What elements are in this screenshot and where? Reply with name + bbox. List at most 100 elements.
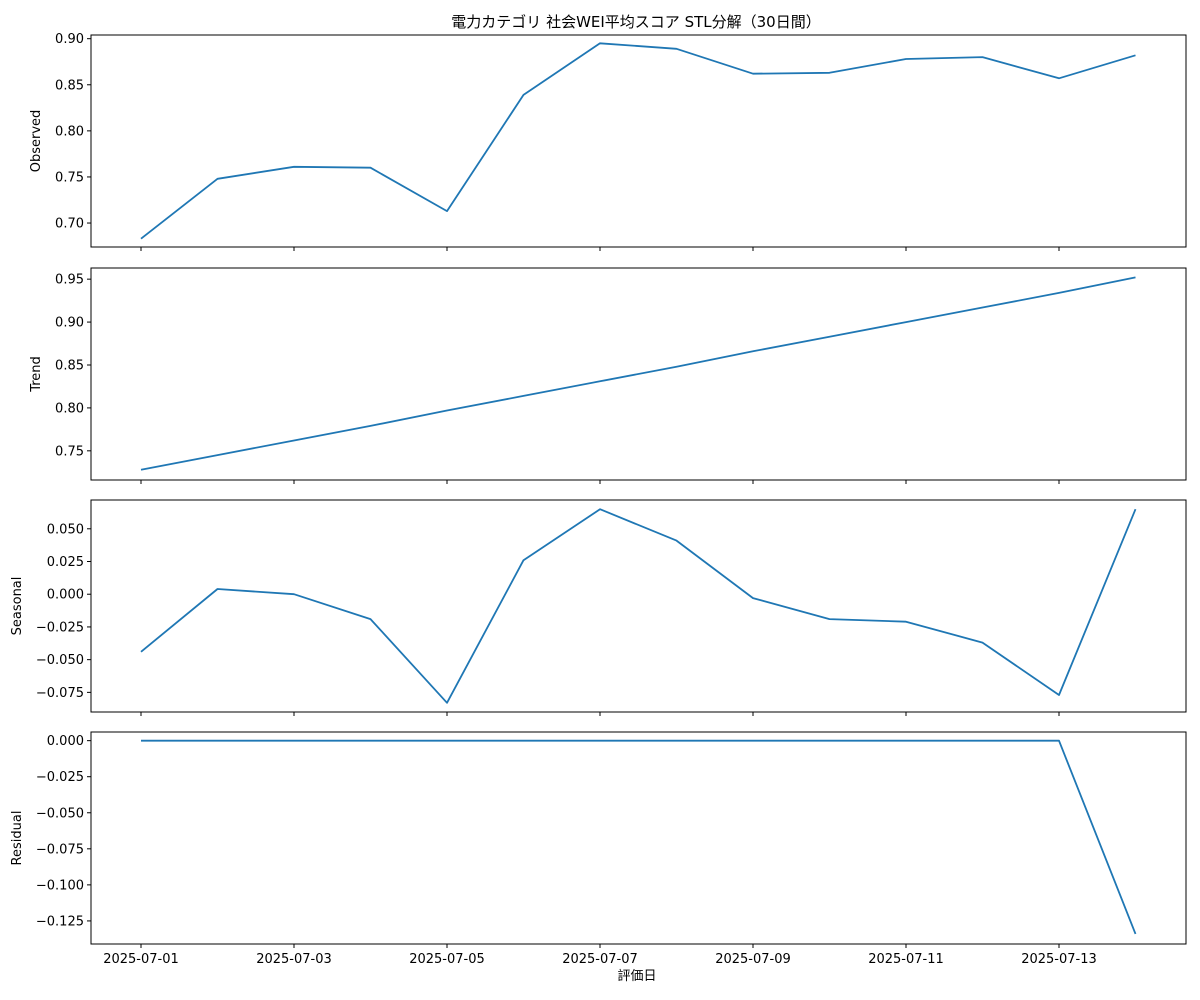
x-tick-label: 2025-07-09 (715, 952, 791, 967)
y-tick-label: 0.75 (55, 170, 84, 185)
data-point (370, 425, 372, 427)
data-point (752, 597, 754, 599)
data-point (1135, 54, 1137, 56)
data-point (217, 588, 219, 590)
data-point (523, 559, 525, 561)
data-point (829, 336, 831, 338)
data-point (599, 42, 601, 44)
panel-trend: 0.75 0.80 0.85 0.90 0.95 Trend (29, 267, 1187, 484)
data-point (446, 409, 448, 411)
data-point (676, 540, 678, 542)
x-tick-label: 2025-07-11 (868, 952, 944, 967)
data-point (829, 618, 831, 620)
y-tick-label: 0.80 (55, 124, 84, 139)
y-tick-label: 0.000 (47, 588, 84, 603)
data-point (370, 618, 372, 620)
data-point (370, 167, 372, 169)
data-point (293, 166, 295, 168)
data-point (905, 621, 907, 623)
data-point (905, 321, 907, 323)
x-tick-label: 2025-07-07 (562, 952, 638, 967)
data-point (1058, 740, 1060, 742)
y-axis-title: Seasonal (10, 577, 25, 636)
y-tick-label: 0.050 (47, 522, 84, 537)
y-tick-label: −0.075 (36, 686, 84, 701)
x-tick-label: 2025-07-13 (1021, 952, 1097, 967)
x-tick-label: 2025-07-01 (103, 952, 179, 967)
y-tick-label: 0.85 (55, 78, 84, 93)
plot-frame (90, 34, 1187, 248)
data-point (217, 454, 219, 456)
data-point (1058, 694, 1060, 696)
data-point (982, 740, 984, 742)
y-tick-label: −0.050 (36, 806, 84, 821)
y-tick-label: 0.90 (55, 316, 84, 331)
data-point (829, 72, 831, 74)
data-point (140, 238, 142, 240)
data-point (905, 58, 907, 60)
figure-title: 電力カテゴリ 社会WEI平均スコア STL分解（30日間） (451, 13, 820, 31)
y-axis-title: Trend (29, 356, 44, 393)
data-point (446, 740, 448, 742)
data-point (1058, 292, 1060, 294)
y-tick-label: −0.075 (36, 842, 84, 857)
data-point (523, 740, 525, 742)
y-tick-label: −0.050 (36, 653, 84, 668)
series-line-trend (140, 276, 1136, 471)
series-line-seasonal (140, 508, 1137, 704)
data-point (676, 366, 678, 368)
y-axis-title: Residual (10, 811, 25, 866)
data-point (1135, 933, 1137, 935)
y-tick-label: −0.025 (36, 620, 84, 635)
data-point (446, 702, 448, 704)
y-tick-label: 0.95 (55, 273, 84, 288)
plot-frame (90, 499, 1187, 713)
data-point (599, 740, 601, 742)
data-point (217, 178, 219, 180)
data-point (140, 651, 142, 653)
data-point (752, 740, 754, 742)
y-tick-label: 0.025 (47, 555, 84, 570)
y-tick-label: 0.80 (55, 401, 84, 416)
data-point (140, 740, 142, 742)
data-point (752, 350, 754, 352)
data-point (1058, 77, 1060, 79)
y-tick-label: −0.100 (36, 878, 84, 893)
series-line-observed (140, 42, 1136, 240)
data-point (293, 440, 295, 442)
y-tick-label: −0.025 (36, 770, 84, 785)
panel-observed: 0.70 0.75 0.80 0.85 0.90 Observed (29, 32, 1187, 251)
x-axis-title: 評価日 (617, 969, 656, 984)
data-point (523, 395, 525, 397)
panel-residual: 0.000 −0.025 −0.050 −0.075 −0.100 −0.125 2025-… (10, 731, 1187, 967)
data-point (676, 740, 678, 742)
data-point (217, 740, 219, 742)
y-axis-title: Observed (29, 110, 44, 173)
data-point (599, 508, 601, 510)
data-point (370, 740, 372, 742)
y-tick-label: 0.90 (55, 32, 84, 47)
data-point (446, 210, 448, 212)
data-point (140, 469, 142, 471)
panel-seasonal: 0.050 0.025 0.000 −0.025 −0.050 −0.075 Seasona… (10, 499, 1187, 716)
y-tick-label: 0.70 (55, 217, 84, 232)
y-tick-label: 0.75 (55, 444, 84, 459)
data-point (599, 380, 601, 382)
data-point (905, 740, 907, 742)
y-tick-label: −0.125 (36, 914, 84, 929)
data-point (1135, 276, 1137, 278)
panels-group: 0.70 0.75 0.80 0.85 0.90 Observed 0.75 0.80 0.85… (10, 32, 1187, 967)
plot-frame (90, 267, 1187, 481)
series-line-residual (141, 739, 1137, 935)
plot-frame (90, 731, 1187, 945)
data-point (752, 73, 754, 75)
data-point (293, 740, 295, 742)
data-point (676, 48, 678, 50)
data-point (829, 740, 831, 742)
data-point (1135, 508, 1137, 510)
data-point (982, 56, 984, 58)
x-tick-label: 2025-07-05 (409, 952, 485, 967)
data-point (982, 306, 984, 308)
data-point (982, 642, 984, 644)
